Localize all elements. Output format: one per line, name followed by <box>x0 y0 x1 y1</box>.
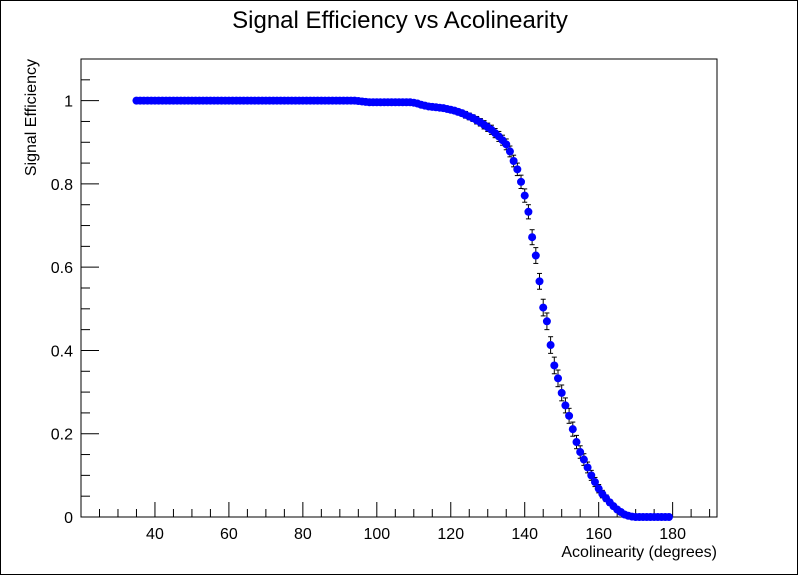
data-point <box>572 438 581 447</box>
data-point <box>505 147 514 156</box>
y-tick-label: 1 <box>64 94 73 111</box>
x-axis-label: Acolinearity (degrees) <box>561 544 717 561</box>
x-tick-label: 100 <box>363 526 390 543</box>
data-point <box>524 207 533 216</box>
data-point <box>565 411 574 420</box>
data-point <box>517 177 526 186</box>
x-tick-label: 60 <box>220 526 238 543</box>
data-point <box>520 191 529 200</box>
data-point <box>557 388 566 397</box>
y-tick-label: 0.8 <box>51 177 73 194</box>
y-axis-label: Signal Efficiency <box>23 59 40 176</box>
chart-title: Signal Efficiency vs Acolinearity <box>232 7 568 34</box>
data-point <box>568 425 577 434</box>
data-point <box>513 165 522 174</box>
data-point <box>583 463 592 472</box>
data-point <box>579 455 588 464</box>
y-tick-label: 0.6 <box>51 260 73 277</box>
x-tick-label: 180 <box>659 526 686 543</box>
x-tick-label: 160 <box>585 526 612 543</box>
x-tick-label: 120 <box>437 526 464 543</box>
data-point <box>554 374 562 383</box>
data-point <box>546 341 555 350</box>
data-point <box>528 233 537 242</box>
data-point <box>550 361 559 370</box>
x-tick-label: 140 <box>511 526 538 543</box>
data-point <box>535 277 544 286</box>
y-tick-label: 0.2 <box>51 427 73 444</box>
data-point <box>576 448 585 457</box>
y-tick-label: 0.4 <box>51 343 73 360</box>
plot-frame <box>80 58 718 518</box>
data-point <box>664 513 673 521</box>
x-tick-label: 40 <box>146 526 164 543</box>
data-point <box>539 303 548 312</box>
data-point <box>590 478 599 487</box>
data-point <box>542 317 551 326</box>
data-point <box>587 471 596 480</box>
y-tick-label: 0 <box>64 510 73 527</box>
data-point <box>561 401 570 410</box>
data-point <box>531 251 540 260</box>
data-point <box>509 157 518 166</box>
x-tick-label: 80 <box>294 526 312 543</box>
data-point <box>502 140 511 149</box>
